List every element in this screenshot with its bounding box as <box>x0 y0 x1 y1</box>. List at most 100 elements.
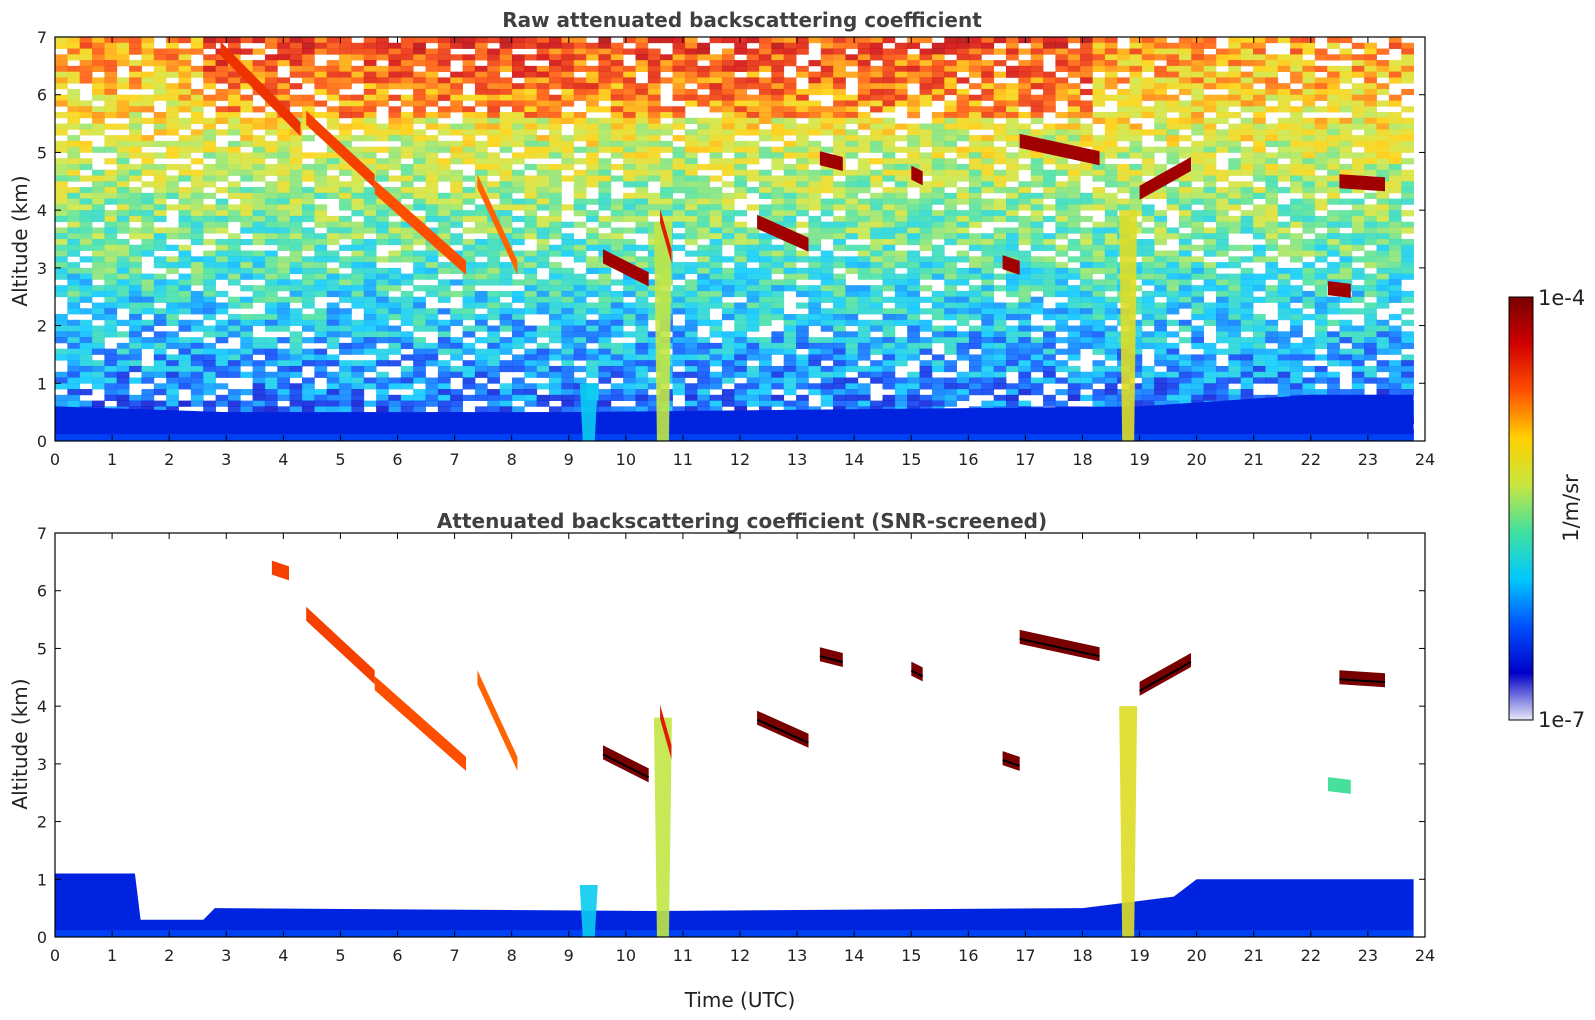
noise-cell <box>351 123 365 130</box>
noise-cell <box>734 140 748 148</box>
noise-cell <box>573 187 587 194</box>
noise-cell <box>870 239 883 246</box>
noise-cell <box>783 210 797 217</box>
noise-cell <box>721 83 735 90</box>
noise-cell <box>1401 221 1414 228</box>
noise-cell <box>524 129 538 136</box>
noise-cell <box>1290 244 1303 251</box>
noise-cell <box>1314 325 1328 332</box>
noise-cell <box>203 60 216 67</box>
noise-cell <box>462 290 476 298</box>
noise-cell <box>388 123 402 130</box>
noise-cell <box>487 65 501 73</box>
noise-cell <box>1043 175 1056 182</box>
noise-cell <box>1141 273 1155 280</box>
noise-cell <box>1018 192 1032 199</box>
noise-cell <box>1339 88 1353 96</box>
noise-cell <box>215 94 229 101</box>
noise-cell <box>1018 163 1032 171</box>
noise-cell <box>425 88 439 96</box>
noise-cell <box>1092 42 1106 49</box>
noise-cell <box>1339 54 1353 61</box>
noise-cell <box>684 146 698 153</box>
noise-cell <box>1351 204 1365 211</box>
noise-cell <box>672 267 686 275</box>
noise-cell <box>684 337 698 344</box>
noise-cell <box>67 135 81 142</box>
noise-cell <box>857 221 871 228</box>
noise-cell <box>1006 135 1019 142</box>
noise-cell <box>709 123 723 130</box>
noise-cell <box>141 308 155 315</box>
noise-cell <box>746 227 760 234</box>
noise-cell <box>153 314 167 321</box>
noise-cell <box>92 256 105 263</box>
noise-cell <box>1166 302 1180 309</box>
noise-cell <box>808 239 822 246</box>
noise-cell <box>1141 163 1155 171</box>
noise-cell <box>339 215 352 223</box>
noise-cell <box>598 302 612 309</box>
noise-cell <box>870 140 883 148</box>
noise-cell <box>116 290 130 298</box>
noise-cell <box>166 233 179 240</box>
noise-cell <box>709 94 723 101</box>
noise-cell <box>1314 198 1328 205</box>
noise-cell <box>1339 140 1353 148</box>
noise-cell <box>425 308 439 315</box>
noise-cell <box>598 308 612 315</box>
noise-cell <box>660 169 673 176</box>
noise-cell <box>178 342 192 350</box>
noise-cell <box>746 140 760 148</box>
noise-cell <box>1314 83 1328 90</box>
noise-cell <box>289 319 303 326</box>
noise-cell <box>1327 308 1340 315</box>
noise-cell <box>919 88 933 96</box>
noise-cell <box>166 187 179 194</box>
noise-cell <box>1030 244 1044 251</box>
noise-cell <box>1240 267 1254 275</box>
noise-cell <box>203 163 216 171</box>
noise-cell <box>931 71 945 78</box>
noise-cell <box>993 262 1007 269</box>
noise-cell <box>499 94 513 101</box>
noise-cell <box>116 319 130 326</box>
noise-cell <box>252 239 266 246</box>
noise-cell <box>400 100 414 107</box>
noise-cell <box>1092 308 1106 315</box>
noise-cell <box>190 279 204 286</box>
noise-cell <box>758 106 772 113</box>
noise-cell <box>647 348 661 355</box>
noise-cell <box>672 146 686 153</box>
noise-cell <box>1092 348 1106 355</box>
noise-cell <box>1104 129 1118 136</box>
noise-cell <box>1215 140 1229 148</box>
noise-cell <box>252 106 266 113</box>
noise-cell <box>746 204 760 211</box>
noise-cell <box>1228 198 1242 205</box>
noise-cell <box>55 290 68 298</box>
noise-cell <box>376 290 389 298</box>
noise-cell <box>721 77 735 84</box>
noise-cell <box>586 348 599 355</box>
noise-cell <box>672 135 686 142</box>
noise-cell <box>684 77 698 84</box>
noise-cell <box>67 273 81 280</box>
noise-cell <box>67 302 81 309</box>
noise-cell <box>289 308 303 315</box>
noise-cell <box>931 290 945 298</box>
noise-cell <box>635 83 649 90</box>
noise-cell <box>104 135 118 142</box>
noise-cell <box>129 117 142 124</box>
noise-cell <box>956 175 970 182</box>
noise-cell <box>67 290 81 298</box>
noise-cell <box>240 302 254 309</box>
noise-cell <box>1302 163 1316 171</box>
noise-cell <box>882 65 896 73</box>
noise-cell <box>1018 227 1032 234</box>
noise-cell <box>771 88 785 96</box>
noise-cell <box>857 325 871 332</box>
noise-cell <box>277 42 291 49</box>
noise-cell <box>1117 77 1130 84</box>
noise-cell <box>561 285 575 292</box>
